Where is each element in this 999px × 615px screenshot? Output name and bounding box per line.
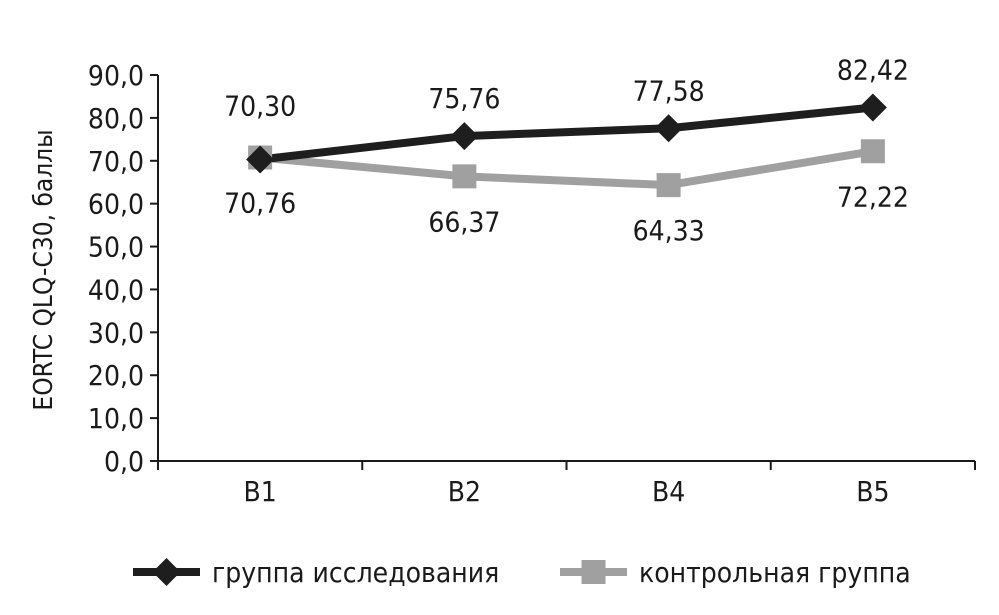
series-line [259,147,874,190]
data-point [858,93,887,122]
data-point [654,114,683,143]
y-tick-label: 0,0 [104,445,144,478]
y-tick-label: 10,0 [88,402,144,435]
data-label: 77,58 [633,74,705,107]
y-tick-label: 50,0 [88,231,144,264]
y-tick-label: 70,0 [88,145,144,178]
legend-marker [152,558,181,586]
data-labels: 70,30 75,76 77,58 82,42 70,76 66,37 64,33 72,22 [224,54,909,248]
x-tick-label: В2 [448,475,481,508]
legend-label: группа исследования [212,556,499,589]
data-point [656,173,681,198]
x-tick-label: В1 [243,475,276,508]
legend-item-1: группа исследования [133,556,499,589]
y-tick-label: 60,0 [88,188,144,221]
data-point [246,145,275,174]
data-label: 70,76 [224,187,296,220]
data-label: 75,76 [428,82,500,115]
legend-item-2: контрольная группа [560,556,911,589]
y-tick-label: 90,0 [88,59,144,92]
data-label: 72,22 [837,180,909,213]
data-label: 64,33 [633,214,705,247]
x-axis: В1 В2 В4 В5 [157,460,976,508]
y-tick-label: 40,0 [88,273,144,306]
series-layer: 70,30 75,76 77,58 82,42 70,76 66,37 64,33 72,22 [224,54,909,248]
data-label: 82,42 [837,54,909,87]
series-1-points [246,93,887,174]
y-axis-title: EORTC QLQ-C30, баллы [29,129,59,410]
legend-marker [581,560,606,584]
series-line [259,103,874,164]
series-1 [259,103,874,164]
data-label: 70,30 [224,89,296,122]
y-tick-label: 20,0 [88,359,144,392]
data-label: 66,37 [428,205,500,238]
data-point [452,164,477,189]
y-axis: 0,0 10,0 20,0 30,0 40,0 50,0 60,0 70,0 80,0 90,0 [88,59,159,478]
y-tick-label: 30,0 [88,316,144,349]
legend-label: контрольная группа [639,556,911,589]
legend: группа исследования контрольная группа [133,556,911,589]
x-tick-label: В4 [652,475,685,508]
x-tick-label: В5 [856,475,889,508]
series-2 [259,147,874,190]
data-point [450,122,479,151]
data-point [860,139,885,164]
y-tick-label: 80,0 [88,102,144,135]
